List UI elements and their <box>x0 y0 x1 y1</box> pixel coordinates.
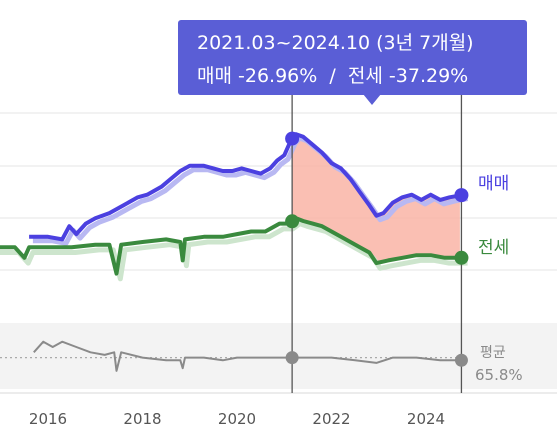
marker-dots <box>285 131 469 367</box>
tooltip-period: 2021.03~2024.10 (3년 7개월) <box>197 32 474 54</box>
sale-end-dot <box>454 188 469 203</box>
avg-end-dot <box>454 353 468 367</box>
tooltip-separator: / <box>329 65 336 87</box>
tooltip-sale-change: 매매 -26.96% <box>197 65 318 87</box>
range-tooltip: 2021.03~2024.10 (3년 7개월) 매매 -26.96% / 전세… <box>178 20 527 105</box>
jeonse-start-dot <box>285 214 300 229</box>
x-tick-label: 2018 <box>123 410 161 428</box>
avg-start-dot <box>285 351 299 365</box>
x-tick-label: 2020 <box>218 410 256 428</box>
avg-panel-background <box>0 323 557 389</box>
tooltip-changes: 매매 -26.96% / 전세 -37.29% <box>197 61 468 88</box>
tooltip-jeonse-change: 전세 -37.29% <box>347 65 469 87</box>
sale-end-label: 매매 <box>478 174 509 194</box>
average-line <box>33 340 464 372</box>
jeonse-end-dot <box>454 250 469 265</box>
jeonse-end-label: 전세 <box>478 238 509 258</box>
sale-shadow-line <box>32 135 469 246</box>
jeonse-line <box>0 216 464 276</box>
x-tick-label: 2022 <box>312 410 350 428</box>
x-tick-label: 2024 <box>407 410 445 428</box>
x-tick-label: 2016 <box>29 410 67 428</box>
avg-value-label: 65.8% <box>475 366 523 384</box>
avg-title-label: 평균 <box>480 345 506 361</box>
tooltip-arrow <box>363 94 381 105</box>
sale-start-dot <box>285 131 300 146</box>
sale-line <box>29 132 465 242</box>
x-axis-ticks: 2016 2018 2020 2022 2024 <box>29 410 445 428</box>
